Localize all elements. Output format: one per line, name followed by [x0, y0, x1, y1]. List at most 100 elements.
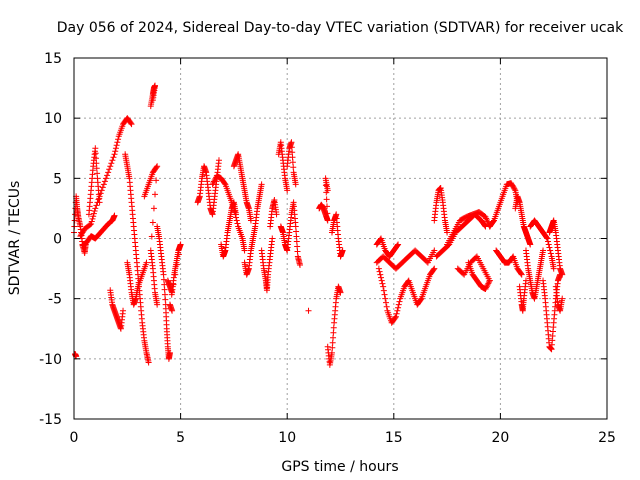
data-point-plus [153, 177, 160, 184]
data-point-plus [168, 291, 175, 298]
data-point-plus [546, 244, 553, 251]
data-point-plus [94, 170, 101, 177]
data-point-plus [329, 344, 336, 351]
data-point-plus [209, 181, 216, 188]
data-point-plus [379, 280, 386, 287]
data-point-plus [444, 229, 451, 236]
data-point-plus [106, 166, 113, 173]
data-point-plus [211, 177, 218, 184]
data-point-plus [233, 217, 240, 224]
data-point-plus [431, 265, 438, 272]
data-point-plus [93, 155, 100, 162]
data-point-plus [93, 202, 100, 209]
chart-title: Day 056 of 2024, Sidereal Day-to-day VTE… [57, 20, 624, 36]
y-tick-label: -5 [48, 292, 62, 308]
data-point-plus [544, 235, 551, 242]
data-point-plus [288, 144, 295, 151]
data-point-plus [509, 254, 516, 261]
data-point-plus [104, 172, 111, 179]
data-point-plus [394, 307, 401, 314]
data-point-plus [93, 160, 100, 167]
data-point-plus [284, 187, 291, 194]
data-point-plus [145, 359, 152, 366]
data-point-plus [172, 271, 179, 278]
data-point-plus [128, 121, 135, 128]
data-point-plus [114, 139, 121, 146]
data-point-plus [152, 191, 159, 198]
data-point-plus [293, 233, 300, 240]
data-point-plus [395, 301, 402, 308]
data-point-plus [518, 270, 525, 277]
data-point-plus [328, 349, 335, 356]
data-point-plus [175, 251, 182, 258]
data-point-plus [160, 276, 167, 283]
data-point-plus [294, 248, 301, 255]
data-point-plus [161, 286, 168, 293]
data-point-plus [100, 181, 107, 188]
data-point-plus [154, 301, 161, 308]
data-point-plus [377, 271, 384, 278]
data-point-plus [395, 241, 402, 248]
data-point-plus [540, 247, 547, 254]
data-point-plus [393, 310, 400, 317]
data-point-plus [380, 287, 387, 294]
data-point-plus [102, 175, 109, 182]
data-point-plus [109, 157, 116, 164]
data-point-plus [91, 208, 98, 215]
data-point-plus [221, 180, 228, 187]
data-point-plus [89, 215, 96, 222]
data-point-plus [481, 222, 488, 229]
data-point-plus [486, 279, 493, 286]
data-point-plus [161, 291, 168, 298]
data-point-plus [177, 241, 184, 248]
data-point-plus [550, 265, 557, 272]
data-point-plus [490, 218, 497, 225]
data-point-plus [215, 157, 222, 164]
data-point-plus [160, 271, 167, 278]
data-point-plus [559, 295, 566, 302]
y-tick-label: -15 [39, 412, 62, 428]
data-point-plus [105, 169, 112, 176]
data-point-plus [417, 296, 424, 303]
data-point-plus [234, 220, 241, 227]
data-point-plus [545, 238, 552, 245]
x-tick-label: 10 [278, 430, 296, 446]
data-point-plus [289, 149, 296, 156]
data-point-plus [90, 213, 97, 220]
data-point-plus [294, 243, 301, 250]
data-point-plus [545, 241, 552, 248]
data-point-plus [380, 283, 387, 290]
data-point-plus [324, 187, 331, 194]
data-point-plus [543, 234, 550, 241]
data-point-plus [93, 165, 100, 172]
data-point-plus [288, 139, 295, 146]
data-point-plus [330, 329, 337, 336]
data-point-plus [527, 241, 534, 248]
data-point-plus [482, 286, 489, 293]
data-point-plus [305, 307, 312, 314]
data-point-plus [337, 289, 344, 296]
data-point-plus [86, 221, 93, 228]
data-point-plus [485, 280, 492, 287]
data-point-plus [392, 314, 399, 321]
data-point-plus [324, 210, 331, 217]
y-tick-label: 15 [44, 51, 62, 67]
data-point-plus [92, 150, 99, 157]
data-point-plus [289, 154, 296, 161]
data-point-plus [90, 210, 97, 217]
y-tick-label: -10 [39, 352, 62, 368]
data-point-plus [108, 160, 115, 167]
data-point-plus [92, 145, 99, 152]
data-point-plus [547, 250, 554, 257]
data-point-plus [170, 281, 177, 288]
data-point-plus [112, 145, 119, 152]
data-point-plus [289, 159, 296, 166]
data-point-plus [166, 349, 173, 356]
data-point-plus [395, 304, 402, 311]
x-tick-label: 25 [598, 430, 616, 446]
data-point-plus [392, 313, 399, 320]
y-tick-label: 10 [44, 111, 62, 127]
data-point-plus [394, 242, 401, 249]
data-point-plus [383, 303, 390, 310]
